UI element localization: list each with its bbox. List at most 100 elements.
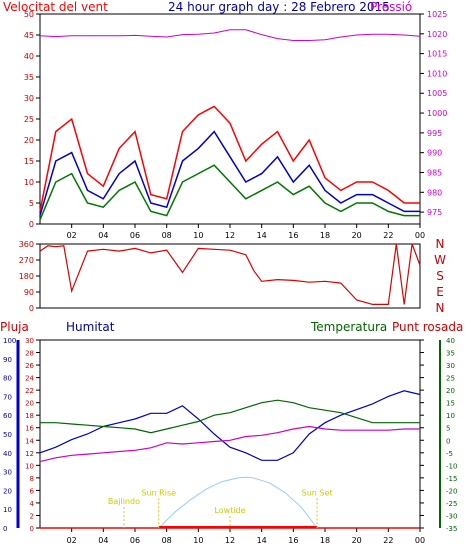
direction-ytick-label: 180 xyxy=(19,272,34,281)
humidity-label: Humitat xyxy=(66,320,115,334)
hum-xtick-label: 20 xyxy=(352,536,362,545)
temp-ytick-label: 10 xyxy=(446,412,455,420)
temp-ytick-label: -10 xyxy=(446,462,457,470)
series-minimum xyxy=(39,164,420,221)
pressure-ytick-label: 975 xyxy=(427,208,442,217)
wind-speed-label: Velocitat del vent xyxy=(3,0,108,14)
hum-xtick-label: 22 xyxy=(383,536,393,545)
marker-label: Bajlindo xyxy=(108,497,140,506)
rain-ytick-label: 6 xyxy=(30,487,35,495)
rain-ytick-label: 12 xyxy=(25,450,34,458)
humidity-ytick-label: 40 xyxy=(3,450,12,458)
wind-xtick-label: 06 xyxy=(130,231,140,240)
wind-ytick-label: 10 xyxy=(24,178,34,187)
page-header: Velocitat del vent 24 hour graph day : 2… xyxy=(0,0,465,14)
wind-xtick-label: 04 xyxy=(98,231,108,240)
series-gust xyxy=(39,105,420,212)
series-dewpoint xyxy=(39,425,420,463)
wind-xtick-label: 20 xyxy=(352,231,362,240)
dewpoint-label: Punt rosada xyxy=(392,320,464,334)
pressure-ytick-label: 1015 xyxy=(427,50,447,59)
temp-ytick-label: 15 xyxy=(446,400,455,408)
direction-ytick-label: 0 xyxy=(29,304,34,313)
page-title: 24 hour graph day : 28 Febrero 2015 xyxy=(168,0,390,14)
wind-xtick-label: 10 xyxy=(193,231,203,240)
temp-ytick-label: 5 xyxy=(446,425,450,433)
hum-xtick-label: 14 xyxy=(257,536,267,545)
humidity-ytick-label: 60 xyxy=(3,412,12,420)
wind-xtick-label: 12 xyxy=(225,231,235,240)
series-direction xyxy=(39,243,421,305)
wind-ytick-label: 0 xyxy=(29,220,34,229)
marker-label: Sun Set xyxy=(302,488,333,497)
wind-plot-frame xyxy=(39,13,421,225)
marker-label: Sun Rise xyxy=(141,488,176,497)
rain-ytick-label: 10 xyxy=(25,462,34,470)
hum-xtick-label: 16 xyxy=(288,536,298,545)
wind-pressure-panel: 0510152025303540455097598098599099510001… xyxy=(24,10,448,240)
wind-ytick-label: 40 xyxy=(24,52,34,61)
pressure-ytick-label: 1010 xyxy=(427,69,447,78)
temp-ytick-label: 35 xyxy=(446,350,455,358)
rain-ytick-label: 30 xyxy=(25,337,34,345)
wind-xtick-label: 22 xyxy=(383,231,393,240)
wind-xtick-label: 18 xyxy=(320,231,330,240)
rain-ytick-label: 26 xyxy=(25,362,34,370)
direction-ytick-label: 360 xyxy=(19,240,34,249)
solar-curve xyxy=(158,476,318,529)
series-temperature xyxy=(40,399,420,434)
humidity-ytick-label: 0 xyxy=(3,525,7,533)
pressure-ytick-label: 1020 xyxy=(427,30,447,39)
wind-ytick-label: 15 xyxy=(24,157,34,166)
rain-ytick-label: 20 xyxy=(25,400,34,408)
wind-xtick-label: 14 xyxy=(257,231,267,240)
wind-xtick-label: 08 xyxy=(162,231,172,240)
rain-ytick-label: 2 xyxy=(30,512,34,520)
humidity-ytick-label: 80 xyxy=(3,375,12,383)
wind-ytick-label: 45 xyxy=(24,31,34,40)
temp-ytick-label: -30 xyxy=(446,512,457,520)
rain-ytick-label: 8 xyxy=(30,475,34,483)
marker-label: Lowtide xyxy=(214,506,245,515)
hum-xtick-label: 06 xyxy=(130,536,140,545)
lower-legend: Pluja Humitat Temperatura Punt rosada xyxy=(0,320,465,334)
hum-xtick-label: 12 xyxy=(225,536,235,545)
temp-ytick-label: 0 xyxy=(446,437,450,445)
humidity-ytick-label: 20 xyxy=(3,487,12,495)
humidity-ytick-label: 100 xyxy=(3,337,16,345)
compass-label: W xyxy=(434,253,446,267)
humidity-plot-frame xyxy=(39,339,421,529)
series-average xyxy=(39,130,420,216)
rain-ytick-label: 18 xyxy=(25,412,34,420)
wind-xtick-label: 02 xyxy=(67,231,77,240)
pressure-label: Pressió xyxy=(370,0,413,14)
rain-ytick-label: 0 xyxy=(30,525,34,533)
rain-ytick-label: 16 xyxy=(25,425,34,433)
hum-xtick-label: 00 xyxy=(415,536,425,545)
pressure-ytick-label: 990 xyxy=(427,149,442,158)
wind-ytick-label: 50 xyxy=(24,10,34,19)
temp-ytick-label: -5 xyxy=(446,450,453,458)
pressure-ytick-label: 995 xyxy=(427,129,442,138)
temp-ytick-label: 25 xyxy=(446,375,455,383)
humidity-temperature-panel: 0102030405060708090100024681012141618202… xyxy=(3,337,457,545)
rain-ytick-label: 14 xyxy=(25,437,34,445)
pressure-ytick-label: 980 xyxy=(427,188,442,197)
series-pressure xyxy=(39,29,421,41)
wind-xtick-label: 00 xyxy=(415,231,425,240)
pressure-ytick-label: 1005 xyxy=(427,89,447,98)
hum-xtick-label: 04 xyxy=(98,536,108,545)
rain-ytick-label: 4 xyxy=(30,500,35,508)
humidity-ytick-label: 10 xyxy=(3,506,12,514)
pressure-ytick-label: 985 xyxy=(427,168,442,177)
humidity-ytick-label: 70 xyxy=(3,393,12,401)
direction-ytick-label: 270 xyxy=(19,256,34,265)
compass-label: S xyxy=(436,269,444,283)
wind-xtick-label: 16 xyxy=(288,231,298,240)
temperature-label: Temperatura xyxy=(311,320,388,334)
pressure-ytick-label: 1000 xyxy=(427,109,447,118)
wind-ytick-label: 25 xyxy=(24,115,34,124)
temp-ytick-label: -20 xyxy=(446,487,457,495)
temp-ytick-label: -15 xyxy=(446,475,457,483)
